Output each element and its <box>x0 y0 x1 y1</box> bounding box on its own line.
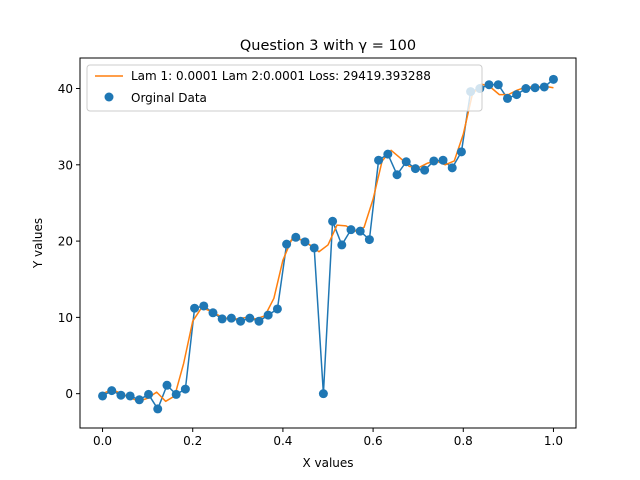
data-point <box>337 240 347 250</box>
data-point <box>199 301 209 311</box>
data-point <box>254 316 264 326</box>
legend: Lam 1: 0.0001 Lam 2:0.0001 Loss: 29419.3… <box>86 64 483 112</box>
data-point <box>282 239 292 249</box>
data-point <box>502 93 512 103</box>
x-tick-label: 0.0 <box>93 434 112 448</box>
data-point <box>438 155 448 165</box>
data-point <box>548 74 558 84</box>
data-point <box>392 170 402 180</box>
y-tick-label: 10 <box>58 311 73 325</box>
data-point <box>134 395 144 405</box>
legend-label-data: Orginal Data <box>131 91 207 105</box>
x-axis-label: X values <box>302 456 353 470</box>
data-point <box>484 80 494 90</box>
x-tick-label: 0.6 <box>364 434 383 448</box>
x-tick-label: 0.4 <box>273 434 292 448</box>
y-tick-label: 40 <box>58 82 73 96</box>
legend-marker-swatch <box>104 92 114 102</box>
y-axis-label: Y values <box>31 218 45 269</box>
y-tick-label: 30 <box>58 158 73 172</box>
data-point <box>383 149 393 159</box>
data-point <box>217 314 227 324</box>
data-point <box>530 83 540 93</box>
data-point <box>429 156 439 166</box>
data-point <box>493 80 503 90</box>
data-point <box>190 303 200 313</box>
data-point <box>144 389 154 399</box>
data-point <box>447 163 457 173</box>
data-point <box>300 237 310 247</box>
data-point <box>410 164 420 174</box>
data-point <box>328 216 338 226</box>
data-point <box>162 380 172 390</box>
data-point <box>456 147 466 157</box>
axes-frame <box>79 57 577 429</box>
data-point <box>153 404 163 414</box>
data-point <box>512 90 522 100</box>
y-tick-label: 20 <box>58 235 73 249</box>
data-point <box>245 313 255 323</box>
plot-area: 0.0 0.2 0.4 0.6 0.8 1.0 0 10 20 30 40 <box>58 57 577 448</box>
ticks-layer: 0.0 0.2 0.4 0.6 0.8 1.0 0 10 20 30 40 <box>58 82 563 448</box>
data-point <box>116 390 126 400</box>
data-point <box>226 313 236 323</box>
axes-background <box>80 58 576 428</box>
data-point <box>521 84 531 94</box>
data-point <box>180 384 190 394</box>
data-point <box>125 391 135 401</box>
data-point <box>401 157 411 167</box>
x-tick-label: 1.0 <box>544 434 563 448</box>
data-point <box>318 389 328 399</box>
chart-title: Question 3 with γ = 100 <box>240 38 416 54</box>
data-point <box>309 243 319 253</box>
data-point <box>236 316 246 326</box>
y-tick-label: 0 <box>65 387 73 401</box>
data-point <box>420 165 430 175</box>
x-tick-label: 0.8 <box>454 434 473 448</box>
data-point <box>355 226 365 236</box>
data-point <box>291 232 301 242</box>
data-point <box>364 235 374 245</box>
data-point <box>263 310 273 320</box>
data-point <box>98 391 108 401</box>
data-point <box>272 304 282 314</box>
data-point <box>171 389 181 399</box>
data-point <box>539 82 549 92</box>
legend-box <box>86 64 483 112</box>
x-tick-label: 0.2 <box>183 434 202 448</box>
legend-label-fit: Lam 1: 0.0001 Lam 2:0.0001 Loss: 29419.3… <box>131 69 431 83</box>
data-point <box>374 155 384 165</box>
data-point <box>107 386 117 396</box>
data-point <box>346 225 356 235</box>
data-point <box>208 308 218 318</box>
